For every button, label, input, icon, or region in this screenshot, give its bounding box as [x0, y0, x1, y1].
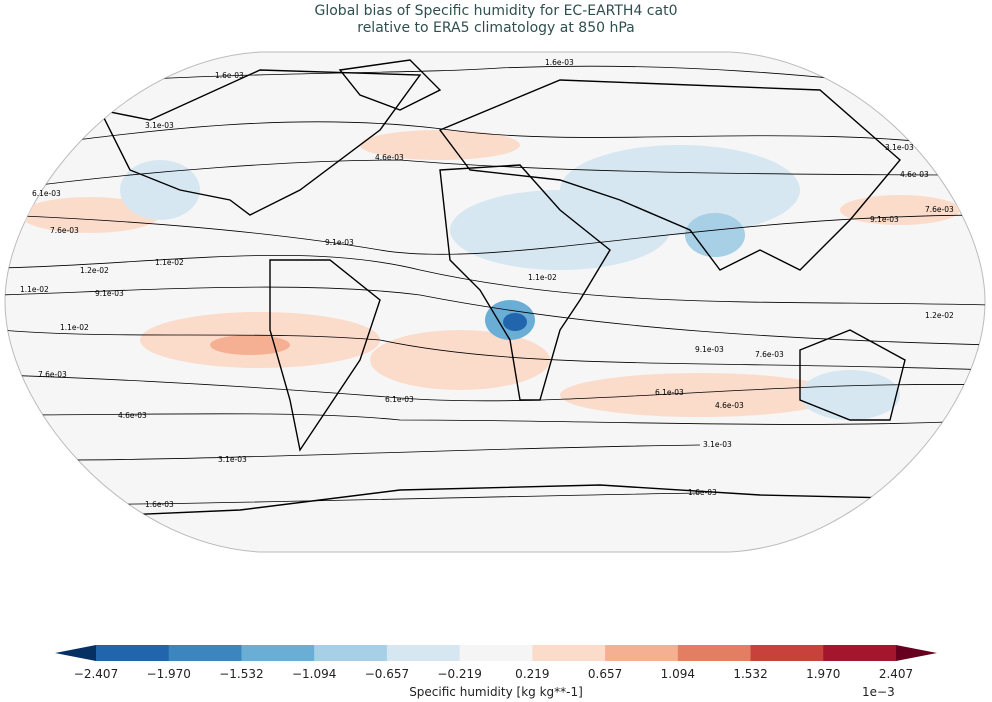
bias-positive-region [360, 130, 520, 160]
colorbar-tick-label: 1.532 [733, 667, 768, 681]
contour-label: 4.6e-03 [900, 170, 929, 179]
colorbar-bin [532, 645, 606, 661]
contour-label: 4.6e-03 [715, 401, 744, 410]
contour-label: 3.1e-03 [885, 143, 914, 152]
colorbar-bin [241, 645, 315, 661]
colorbar-bin [314, 645, 388, 661]
title-line-1: Global bias of Specific humidity for EC-… [314, 3, 678, 19]
contour-label: 6.1e-03 [385, 395, 414, 404]
contour-label: 1.2e-02 [925, 311, 954, 320]
contour-label: 6.1e-03 [655, 388, 684, 397]
bias-negative-region [685, 213, 745, 257]
contour-label: 1.6e-03 [145, 500, 174, 509]
contour-label: 9.1e-03 [325, 238, 354, 247]
contour-label: 4.6e-03 [118, 411, 147, 420]
colorbar-bin [386, 645, 461, 661]
contour-label: 1.1e-02 [528, 273, 557, 282]
contour-label: 1.1e-02 [155, 258, 184, 267]
colorbar-bin [96, 645, 170, 661]
colorbar-bin [750, 645, 824, 661]
bias-positive-region [560, 373, 840, 417]
contour-label: 7.6e-03 [50, 226, 79, 235]
contour-label: 3.1e-03 [703, 440, 732, 449]
contour-label: 1.1e-02 [20, 285, 49, 294]
bias-negative-region [120, 160, 200, 220]
contour-label: 1.1e-02 [60, 323, 89, 332]
colorbar-tick-label: −1.532 [219, 667, 264, 681]
contour-label: 6.1e-03 [32, 189, 61, 198]
contour-lines [5, 65, 985, 506]
colorbar-bin [677, 645, 752, 661]
contour-label: 7.6e-03 [925, 205, 954, 214]
colorbar-tick-label: −0.219 [437, 667, 482, 681]
contour-label: 7.6e-03 [755, 350, 784, 359]
contour-label: 3.1e-03 [218, 455, 247, 464]
contour-label: 9.1e-03 [695, 345, 724, 354]
colorbar-tick-label: 0.657 [587, 667, 623, 681]
colorbar-multiplier: 1e−3 [862, 685, 895, 699]
contour-label: 4.6e-03 [375, 153, 404, 162]
contour-labels: 1.6e-03 1.6e-03 3.1e-03 3.1e-03 4.6e-03 … [20, 58, 954, 509]
colorbar-tick-label: 0.219 [515, 667, 550, 681]
colorbar-tick-label: 1.970 [806, 667, 841, 681]
bias-field [20, 130, 960, 420]
contour-label: 1.6e-03 [215, 71, 244, 80]
title-line-2: relative to ERA5 climatology at 850 hPa [357, 20, 635, 36]
map: 1.6e-03 1.6e-03 3.1e-03 3.1e-03 4.6e-03 … [4, 51, 986, 553]
bias-negative-region [503, 313, 527, 331]
bias-negative-region [800, 370, 900, 420]
bias-negative-region [560, 145, 800, 235]
colorbar-tick-label: 1.094 [660, 667, 695, 681]
colorbar-extend-low [55, 645, 96, 661]
colorbar-bin [823, 645, 897, 661]
contour-label: 7.6e-03 [38, 370, 67, 379]
colorbar-label: Specific humidity [kg kg**-1] [409, 685, 583, 699]
colorbar-tick-label: −0.657 [364, 667, 410, 681]
colorbar [55, 645, 937, 661]
bias-positive-region [210, 335, 290, 355]
colorbar-bin [605, 645, 679, 661]
colorbar-bin [168, 645, 242, 661]
colorbar-bin [459, 645, 533, 661]
contour-label: 9.1e-03 [870, 215, 899, 224]
colorbar-tick-label: −1.094 [291, 667, 337, 681]
colorbar-tick-label: 2.407 [878, 667, 914, 681]
colorbar-tick-label: −1.970 [146, 667, 191, 681]
contour-label: 9.1e-03 [95, 289, 124, 298]
colorbar-extend-high [896, 645, 937, 661]
contour-label: 3.1e-03 [145, 121, 174, 130]
bias-positive-region [840, 195, 960, 225]
contour-label: 1.6e-03 [688, 488, 717, 497]
bias-positive-region [370, 330, 550, 390]
contour-label: 1.2e-02 [80, 266, 109, 275]
contour-label: 1.6e-03 [545, 58, 574, 67]
colorbar-tick-label: −2.407 [73, 667, 119, 681]
bias-positive-region [20, 197, 160, 233]
